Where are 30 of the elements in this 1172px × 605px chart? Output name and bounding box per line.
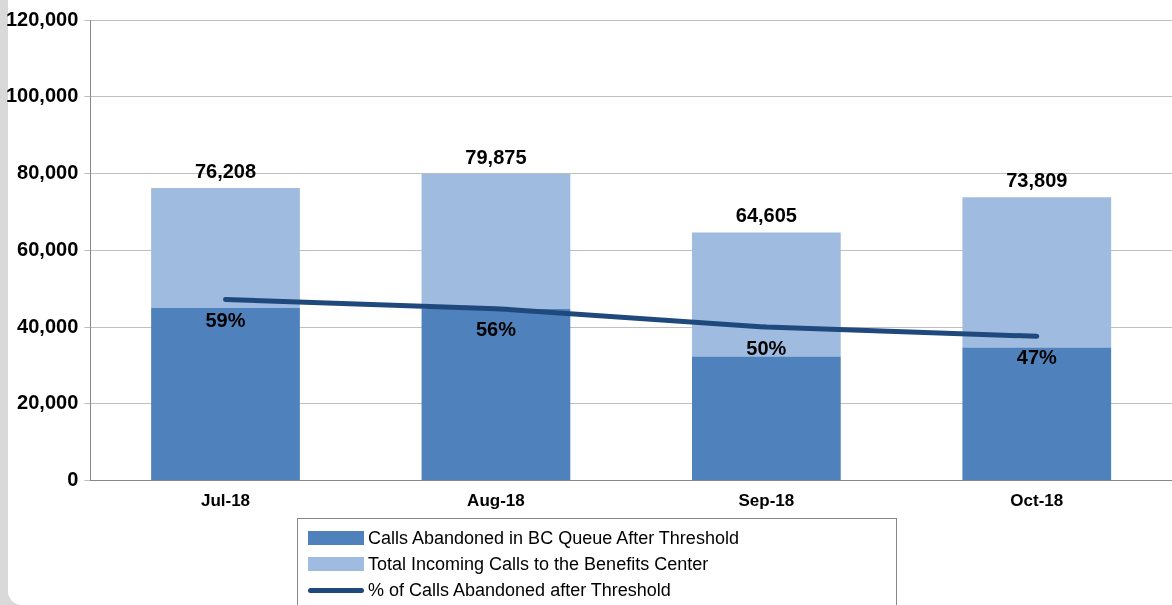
bar xyxy=(421,309,571,481)
y-tick-label: 20,000 xyxy=(17,391,79,414)
bar xyxy=(421,174,571,310)
data-label: 47% xyxy=(1016,345,1058,368)
y-tick-label: 100,000 xyxy=(6,84,79,107)
bar xyxy=(691,232,841,357)
bar xyxy=(151,307,300,481)
total-label: 76,208 xyxy=(194,159,257,182)
x-tick-label: Sep-18 xyxy=(738,491,795,511)
legend-label: Calls Abandoned in BC Queue After Threshold xyxy=(368,527,739,549)
data-label: 59% xyxy=(205,308,246,331)
data-label: 50% xyxy=(746,336,787,359)
y-tick-label: 120,000 xyxy=(6,7,79,30)
y-tick-label: 80,000 xyxy=(17,161,79,184)
y-tick-label: 60,000 xyxy=(17,237,79,260)
y-tick-label: 0 xyxy=(67,468,79,491)
total-label: 64,605 xyxy=(735,204,797,227)
legend-label: Total Incoming Calls to the Benefits Center xyxy=(368,553,709,575)
x-tick-label: Aug-18 xyxy=(467,491,525,511)
total-label: 73,809 xyxy=(1006,168,1068,191)
legend-label: % of Calls Abandoned after Threshold xyxy=(368,579,671,601)
data-label: 56% xyxy=(475,318,517,341)
bar xyxy=(962,197,1112,348)
bar xyxy=(691,356,841,481)
bar xyxy=(151,188,300,308)
total-label: 79,875 xyxy=(465,145,527,168)
y-tick-label: 40,000 xyxy=(17,314,79,337)
x-tick-label: Oct-18 xyxy=(1010,491,1064,511)
bar xyxy=(962,347,1112,481)
x-tick-label: Jul-18 xyxy=(200,491,251,511)
